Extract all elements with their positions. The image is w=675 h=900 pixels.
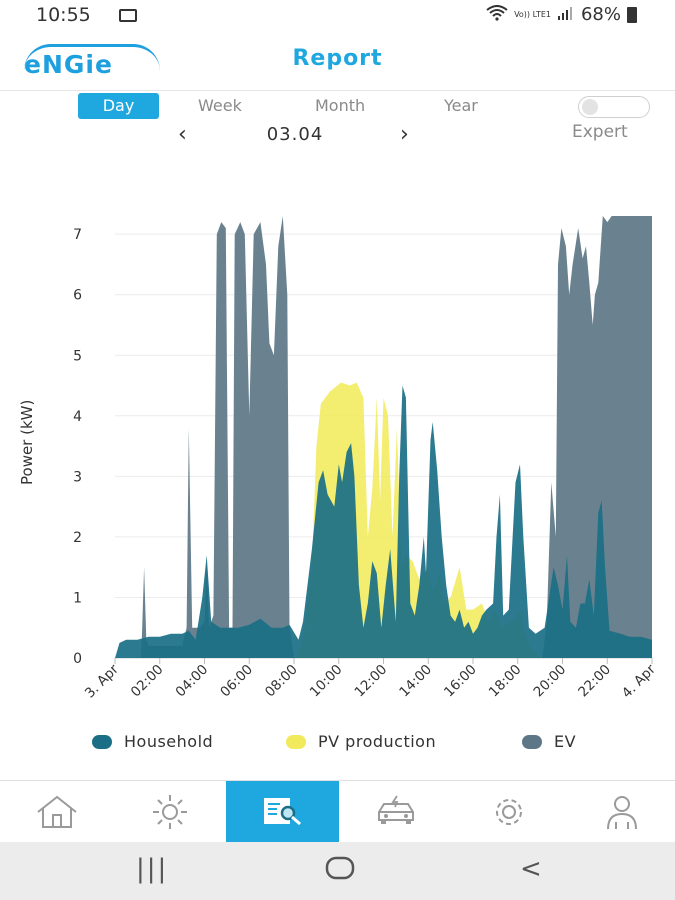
x-tick-label: 02:00 bbox=[128, 662, 167, 701]
nav-home[interactable] bbox=[0, 781, 113, 843]
x-tick-label: 08:00 bbox=[262, 662, 301, 701]
series-area-ev bbox=[115, 216, 652, 658]
system-navigation-bar: ||| < bbox=[0, 842, 675, 900]
x-tick-label: 10:00 bbox=[307, 662, 346, 701]
legend-swatch bbox=[522, 734, 542, 749]
wifi-icon bbox=[486, 4, 508, 25]
logo-arc bbox=[24, 44, 160, 71]
home-circle-icon bbox=[325, 856, 355, 880]
battery-percent: 68% bbox=[580, 4, 621, 25]
tab-month[interactable]: Month bbox=[315, 96, 366, 115]
profile-icon bbox=[606, 796, 637, 830]
battery-icon bbox=[627, 6, 637, 23]
bottom-navigation bbox=[0, 780, 675, 843]
y-tick-label: 1 bbox=[73, 590, 82, 606]
legend-swatch bbox=[286, 734, 306, 749]
x-tick-label: 04:00 bbox=[173, 662, 212, 701]
expert-label: Expert bbox=[572, 122, 628, 142]
next-date-button[interactable]: › bbox=[400, 122, 409, 147]
expert-toggle[interactable] bbox=[578, 96, 650, 118]
tab-week[interactable]: Week bbox=[198, 96, 242, 115]
x-tick-label: 16:00 bbox=[441, 662, 480, 701]
x-tick-label: 14:00 bbox=[396, 662, 435, 701]
date-navigation: ‹ 03.04 › bbox=[0, 122, 675, 152]
nav-ev[interactable] bbox=[339, 781, 452, 843]
car-icon bbox=[377, 795, 414, 824]
series-area-pv-production bbox=[115, 382, 652, 658]
legend-swatch bbox=[92, 734, 112, 749]
x-tick-label: 18:00 bbox=[486, 662, 525, 701]
legend-label: Household bbox=[124, 732, 214, 751]
legend-item-household[interactable]: Household bbox=[92, 732, 213, 751]
y-tick-label: 3 bbox=[73, 469, 82, 485]
tab-day[interactable]: Day bbox=[78, 93, 159, 119]
home-button[interactable] bbox=[325, 854, 355, 889]
legend-label: PV production bbox=[318, 732, 437, 751]
nav-report[interactable] bbox=[226, 781, 339, 843]
legend-item-ev[interactable]: EV bbox=[522, 732, 576, 751]
y-tick-label: 6 bbox=[73, 288, 82, 304]
series-area-household bbox=[115, 385, 652, 658]
x-tick-label: 12:00 bbox=[352, 662, 391, 701]
back-button[interactable]: < bbox=[520, 854, 542, 884]
gear-icon bbox=[495, 799, 522, 825]
recents-button[interactable]: ||| bbox=[136, 854, 169, 884]
legend-item-pv-production[interactable]: PV production bbox=[286, 732, 436, 751]
signal-icon bbox=[557, 4, 575, 25]
home-icon bbox=[36, 795, 77, 828]
y-tick-label: 5 bbox=[73, 348, 82, 364]
x-tick-label: 4. Apr bbox=[619, 661, 659, 701]
logo-text: eNGie bbox=[24, 50, 113, 79]
report-icon bbox=[263, 798, 301, 826]
engie-logo: eNGie bbox=[20, 44, 160, 84]
y-tick-label: 0 bbox=[73, 651, 82, 667]
tab-year[interactable]: Year bbox=[444, 96, 478, 115]
x-tick-label: 06:00 bbox=[217, 662, 256, 701]
previous-date-button[interactable]: ‹ bbox=[178, 122, 187, 147]
y-tick-label: 7 bbox=[73, 227, 82, 243]
y-tick-label: 4 bbox=[73, 409, 82, 425]
network-label: Vo)) LTE1 bbox=[514, 9, 551, 19]
x-tick-label: 22:00 bbox=[575, 662, 614, 701]
y-tick-label: 2 bbox=[73, 530, 82, 546]
x-tick-label: 20:00 bbox=[531, 662, 570, 701]
legend-label: EV bbox=[554, 732, 577, 751]
nav-production[interactable] bbox=[113, 781, 226, 843]
app-header: eNGie Report bbox=[0, 32, 675, 91]
x-tick-label: 3. Apr bbox=[82, 661, 122, 701]
sun-icon bbox=[152, 795, 187, 829]
status-right: Vo)) LTE1 68% bbox=[486, 4, 637, 25]
page-title: Report bbox=[292, 46, 383, 71]
current-date: 03.04 bbox=[266, 124, 324, 145]
toggle-knob bbox=[582, 99, 598, 115]
status-time: 10:55 bbox=[36, 4, 91, 26]
nav-profile[interactable] bbox=[565, 781, 675, 843]
gallery-icon bbox=[119, 9, 137, 22]
status-bar: 10:55 Vo)) LTE1 68% bbox=[0, 0, 675, 32]
y-axis-label: Power (kW) bbox=[18, 399, 36, 485]
chart-legend: Household PV production EV bbox=[0, 732, 675, 756]
nav-settings[interactable] bbox=[452, 781, 565, 843]
